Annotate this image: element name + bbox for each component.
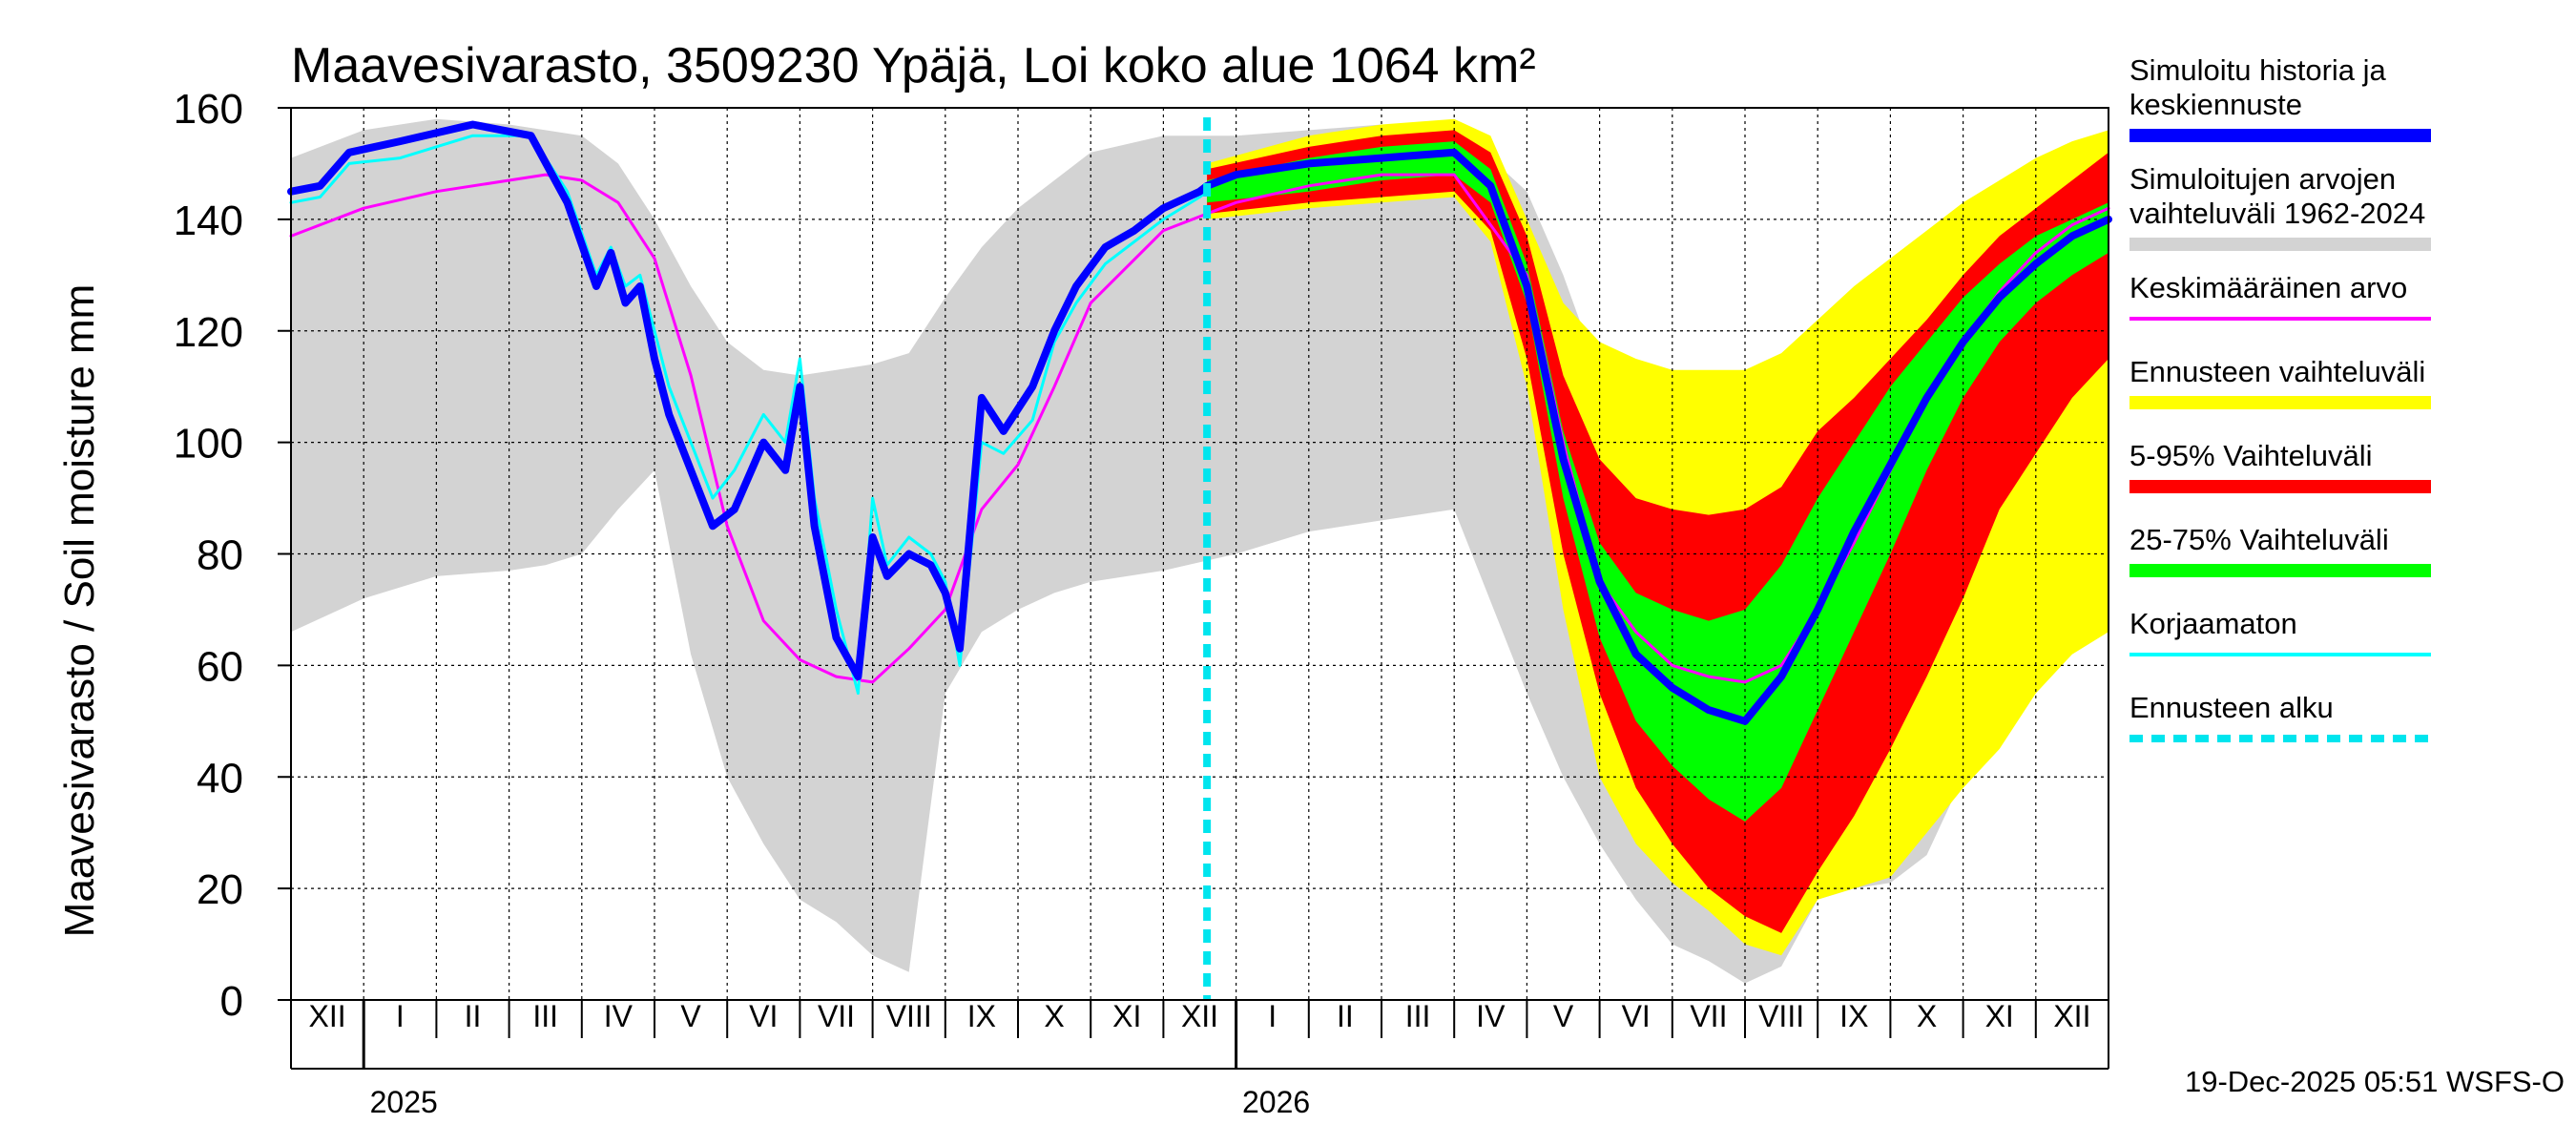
- series-line-2: [287, 120, 2112, 725]
- legend-label: Korjaamaton: [2129, 607, 2297, 640]
- year-label: 2026: [1242, 1085, 1310, 1119]
- legend-label: vaihteluväli 1962-2024: [2129, 197, 2425, 230]
- legend-label: keskiennuste: [2129, 88, 2302, 121]
- month-label: XI: [1985, 999, 2014, 1033]
- forecast-band-2: [1207, 141, 2109, 822]
- month-label: XI: [1112, 999, 1141, 1033]
- month-label: VI: [749, 999, 778, 1033]
- month-label: IV: [1476, 999, 1506, 1033]
- month-label: VII: [1690, 999, 1727, 1033]
- y-axis-label: Maavesivarasto / Soil moisture mm: [56, 284, 103, 938]
- y-tick-label: 120: [174, 309, 243, 356]
- y-tick-label: 140: [174, 198, 243, 244]
- legend-label: Simuloitujen arvojen: [2129, 162, 2396, 196]
- y-tick-label: 40: [197, 755, 243, 802]
- legend-label: 25-75% Vaihteluväli: [2129, 523, 2389, 556]
- y-tick-label: 80: [197, 532, 243, 579]
- month-label: X: [1044, 999, 1064, 1033]
- y-tick-label: 0: [220, 978, 243, 1025]
- y-tick-label: 160: [174, 86, 243, 133]
- month-label: IX: [967, 999, 996, 1033]
- month-label: III: [1405, 999, 1431, 1033]
- legend-label: Ennusteen vaihteluväli: [2129, 355, 2425, 388]
- legend-label: Keskimääräinen arvo: [2129, 271, 2407, 304]
- month-label: V: [1553, 999, 1574, 1033]
- y-tick-label: 20: [197, 866, 243, 913]
- legend-label: 5-95% Vaihteluväli: [2129, 439, 2372, 472]
- month-label: VIII: [886, 999, 932, 1033]
- month-label: IV: [604, 999, 634, 1033]
- month-label: VI: [1622, 999, 1651, 1033]
- legend-label: Simuloitu historia ja: [2129, 53, 2387, 87]
- plot-area: [291, 118, 2109, 984]
- month-label: I: [396, 999, 405, 1033]
- month-label: XII: [1181, 999, 1218, 1033]
- chart-title: Maavesivarasto, 3509230 Ypäjä, Loi koko …: [291, 38, 1536, 94]
- month-label: XII: [2053, 999, 2090, 1033]
- y-tick-label: 60: [197, 643, 243, 690]
- month-label: IX: [1839, 999, 1868, 1033]
- grid: [287, 108, 2112, 1000]
- year-label: 2025: [370, 1085, 438, 1119]
- month-label: III: [532, 999, 558, 1033]
- forecast-band-1: [1207, 130, 2109, 933]
- month-label: VIII: [1758, 999, 1804, 1033]
- month-label: II: [465, 999, 482, 1033]
- y-tick-label: 100: [174, 421, 243, 468]
- month-label: XII: [309, 999, 346, 1033]
- month-label: II: [1337, 999, 1354, 1033]
- month-label: VII: [818, 999, 855, 1033]
- month-label: V: [680, 999, 701, 1033]
- series-line-0: [289, 173, 2110, 684]
- legend-label: Ennusteen alku: [2129, 691, 2334, 724]
- month-label: X: [1917, 999, 1937, 1033]
- month-label: I: [1268, 999, 1277, 1033]
- footer-timestamp: 19-Dec-2025 05:51 WSFS-O: [2185, 1065, 2565, 1098]
